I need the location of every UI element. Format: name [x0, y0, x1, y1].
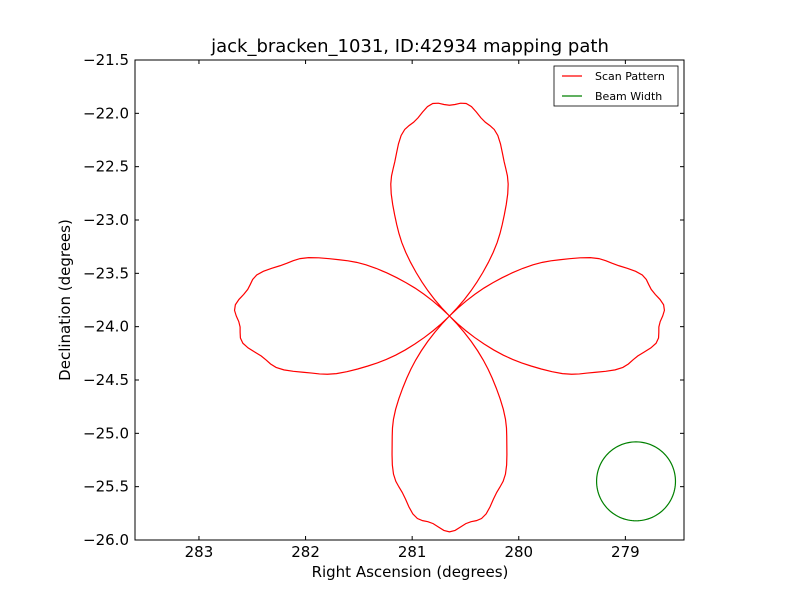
series-line-beam-width [595, 441, 677, 522]
x-tick-label: 281 [398, 543, 427, 561]
y-tick-label: −24.5 [83, 371, 129, 389]
x-tick-label: 283 [185, 543, 214, 561]
y-axis: −21.5 −22.0 −22.5 −23.0 −23.5 −24.0 −24.5 −25.0… [83, 51, 684, 549]
y-tick-label: −23.0 [83, 211, 129, 229]
y-tick-label: −26.0 [83, 531, 129, 549]
x-tick-label: 279 [611, 543, 640, 561]
legend-label-scan-pattern: Scan Pattern [595, 70, 665, 83]
chart-title: jack_bracken_1031, ID:42934 mapping path [210, 36, 609, 57]
y-tick-label: −21.5 [83, 51, 129, 69]
legend: Scan Pattern Beam Width [553, 65, 679, 107]
y-tick-label: −25.0 [83, 424, 129, 442]
y-tick-label: −25.5 [83, 478, 129, 496]
y-tick-label: −24.0 [83, 318, 129, 336]
y-tick-label: −22.5 [83, 158, 129, 176]
y-tick-label: −22.0 [83, 104, 129, 122]
x-tick-label: 280 [504, 543, 533, 561]
legend-box [553, 65, 679, 107]
series-line-scan-pattern [233, 102, 666, 533]
x-axis-label: Right Ascension (degrees) [312, 563, 509, 581]
plot-frame [134, 59, 685, 541]
y-tick-label: −23.5 [83, 264, 129, 282]
x-tick-label: 282 [291, 543, 320, 561]
y-axis-label: Declination (degrees) [56, 219, 74, 381]
legend-label-beam-width: Beam Width [595, 90, 662, 103]
series-layer [233, 102, 677, 533]
x-axis: 283 282 281 280 279 [185, 60, 640, 561]
